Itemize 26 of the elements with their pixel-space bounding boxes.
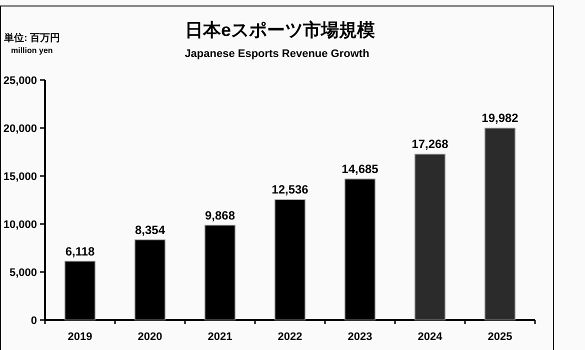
text: million yen: [11, 46, 53, 55]
chart-subtitle: Japanese Esports Revenue Growth: [184, 48, 370, 60]
x-tick-label: 2025: [488, 331, 512, 343]
x-tick-label: 2021: [208, 331, 232, 343]
y-tick-label: 20,000: [3, 123, 37, 135]
x-tick-label: 2022: [278, 331, 302, 343]
y-axis-title: 単位: 百万円: [3, 32, 60, 44]
chart-title: 日本eスポーツ市場規模: [184, 20, 376, 40]
data-label: 9,868: [204, 208, 236, 222]
data-label: 17,268: [412, 137, 449, 152]
data-label: 6,118: [65, 244, 96, 258]
y-tick-label: 15,000: [3, 171, 37, 183]
x-tick-label: 2024: [418, 331, 444, 343]
bar: [414, 154, 446, 320]
data-label: 8,354: [134, 222, 166, 237]
y-tick-label: 5,000: [9, 267, 37, 279]
y-tick-label: 0: [30, 315, 37, 327]
x-tick-label: 2023: [348, 331, 372, 343]
data-label: 19,982: [482, 111, 519, 126]
bar: [484, 128, 516, 320]
data-label: 12,536: [272, 182, 309, 197]
x-tick-label: 2020: [138, 331, 162, 343]
y-tick-label: 10,000: [3, 219, 37, 231]
y-tick-label: 25,000: [3, 75, 37, 87]
x-tick-label: 2019: [68, 331, 92, 343]
data-label: 14,685: [342, 162, 379, 176]
